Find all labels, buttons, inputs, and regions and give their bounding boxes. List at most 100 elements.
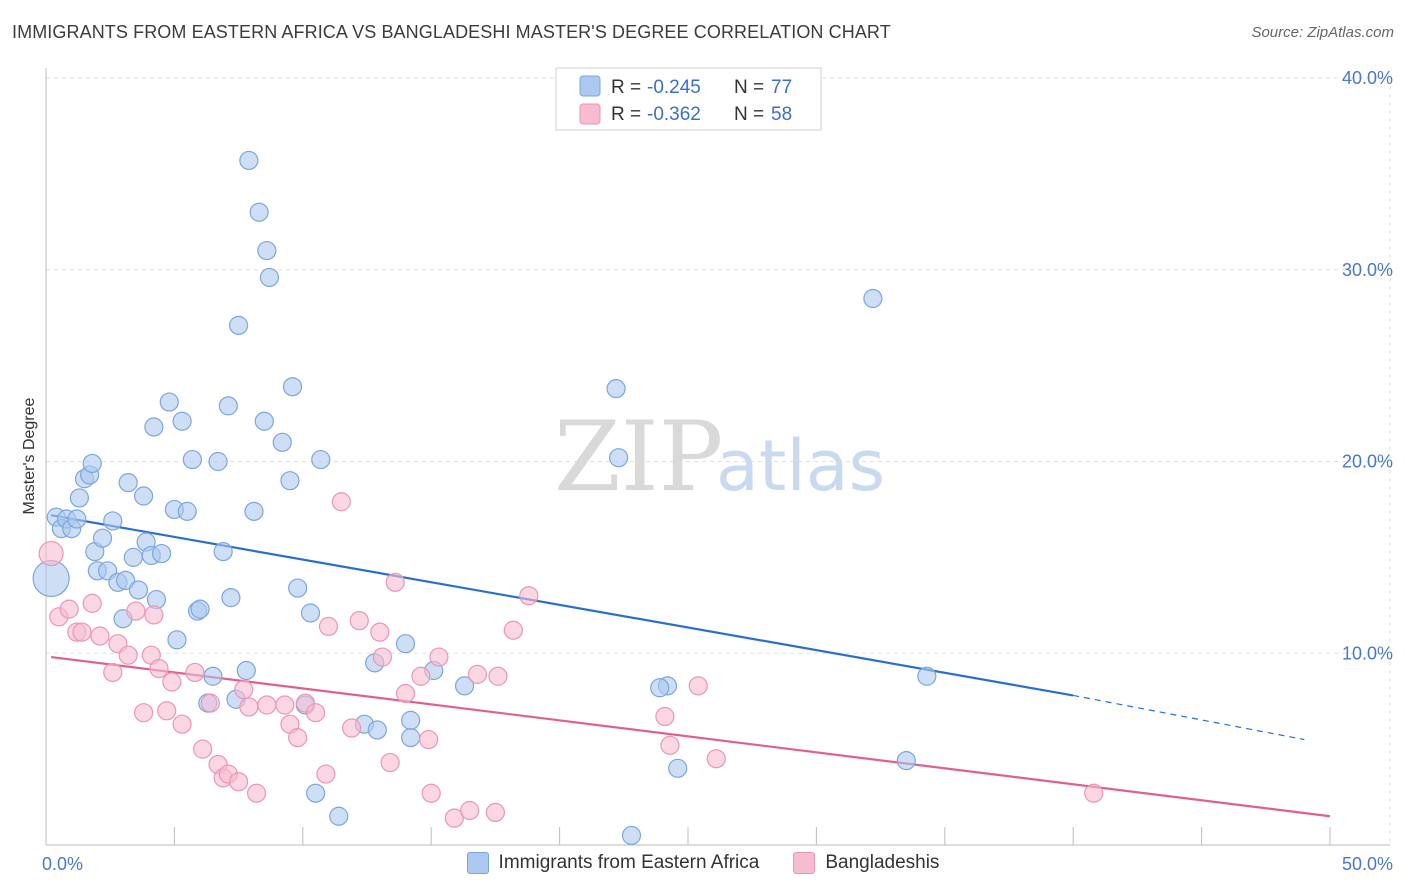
bangladeshis-point <box>149 658 169 679</box>
eastern-africa-point <box>116 570 136 590</box>
bangladeshis-point <box>103 662 123 683</box>
bangladeshis-point <box>239 697 259 717</box>
eastern-africa-point <box>863 288 883 309</box>
eastern-africa-point <box>280 471 300 491</box>
y-tick-label: 20.0% <box>1342 452 1393 472</box>
eastern-africa-point <box>159 392 179 412</box>
bangladeshis-point <box>257 695 277 715</box>
y-tick-label: 10.0% <box>1342 643 1393 663</box>
legend-item-eastern-africa: Immigrants from Eastern Africa <box>466 852 760 874</box>
eastern-africa-point <box>190 599 210 619</box>
bangladeshis-point <box>488 666 508 686</box>
eastern-africa-point <box>123 547 143 567</box>
bangladeshis-point <box>519 586 539 606</box>
axes <box>45 68 1390 846</box>
chart-source: Source: ZipAtlas.com <box>1251 24 1394 41</box>
legend-n-label: N = <box>734 104 764 125</box>
legend-swatch-bangladeshis <box>793 852 816 874</box>
bangladeshis-point <box>485 802 505 823</box>
bangladeshis-point <box>419 729 439 750</box>
bangladeshis-point <box>234 680 254 700</box>
eastern-africa-point <box>606 379 626 399</box>
eastern-africa-point <box>229 315 249 335</box>
legend-n-label: N = <box>734 77 764 98</box>
bangladeshis-point <box>706 749 726 769</box>
eastern-africa-point <box>401 728 421 748</box>
legend-r-label: R = <box>611 77 641 98</box>
legend-r-value: -0.362 <box>647 104 701 125</box>
x-tick-label-min: 0.0% <box>42 854 83 874</box>
eastern-africa-point <box>208 451 228 472</box>
eastern-africa-point <box>306 783 326 803</box>
eastern-africa-point <box>203 666 223 686</box>
bangladeshis-point <box>126 601 146 621</box>
bangladeshis-point <box>655 706 675 727</box>
legend-swatch-blue <box>579 75 601 97</box>
top-legend: R = -0.245 N = 77 R = -0.362 N = 58 <box>555 67 822 131</box>
bangladeshis-point <box>275 695 295 715</box>
eastern-africa-point <box>401 710 421 730</box>
chart-title: IMMIGRANTS FROM EASTERN AFRICA VS BANGLA… <box>12 22 891 42</box>
trend-line-eastern-africa-extension <box>1073 694 1305 741</box>
legend-n-value: 77 <box>771 77 792 98</box>
eastern-africa-point <box>621 825 642 846</box>
bangladeshis-point <box>1084 783 1104 803</box>
y-axis-label: Master's Degree <box>21 397 38 514</box>
bangladeshis-point <box>395 683 416 704</box>
bangladeshis-point <box>341 718 362 738</box>
bangladeshis-point <box>385 572 405 592</box>
eastern-africa-point <box>395 634 416 654</box>
bangladeshis-point <box>331 492 351 512</box>
eastern-africa-point <box>69 488 89 508</box>
eastern-africa-point <box>272 432 292 452</box>
eastern-africa-point <box>367 720 387 740</box>
legend-item-bangladeshis: Bangladeshis <box>793 852 939 874</box>
bangladeshis-point <box>185 662 205 683</box>
series-bangladeshis-points <box>38 492 1104 828</box>
eastern-africa-point <box>172 411 192 431</box>
eastern-africa-point <box>82 453 102 474</box>
series-eastern-africa-points <box>32 150 937 846</box>
legend-label-bangladeshis: Bangladeshis <box>825 852 940 873</box>
eastern-africa-point <box>182 449 202 470</box>
bangladeshis-point <box>372 647 393 667</box>
eastern-africa-point <box>329 806 349 826</box>
eastern-africa-point <box>236 660 256 681</box>
bangladeshis-point <box>288 728 308 748</box>
bangladeshis-point <box>200 693 220 713</box>
bangladeshis-point <box>229 772 249 792</box>
bangladeshis-point <box>59 599 79 619</box>
bangladeshis-point <box>133 703 154 723</box>
eastern-africa-point <box>213 542 233 562</box>
eastern-africa-point <box>218 396 238 416</box>
bangladeshis-point <box>460 800 480 821</box>
eastern-africa-point <box>288 578 308 598</box>
eastern-africa-point <box>311 449 331 470</box>
tick-labels: 10.0% 20.0% 30.0% 40.0% 0.0% 50.0% <box>42 68 1393 874</box>
eastern-africa-point <box>133 486 154 506</box>
bangladeshis-point <box>82 593 102 613</box>
eastern-africa-point <box>67 509 87 529</box>
eastern-africa-point <box>650 678 670 698</box>
eastern-africa-point <box>167 630 187 650</box>
bangladeshis-point <box>660 735 680 755</box>
bangladeshis-point <box>429 647 449 667</box>
y-tick-label: 30.0% <box>1342 260 1393 280</box>
legend-label-eastern-africa: Immigrants from Eastern Africa <box>498 852 760 873</box>
eastern-africa-point <box>177 501 197 521</box>
bangladeshis-point <box>172 714 192 734</box>
bangladeshis-point <box>118 645 138 665</box>
bangladeshis-point <box>157 701 177 721</box>
eastern-africa-point <box>917 666 937 686</box>
eastern-africa-point <box>221 588 241 608</box>
eastern-africa-point <box>609 448 629 468</box>
bangladeshis-point <box>318 616 339 637</box>
eastern-africa-point <box>128 580 149 600</box>
bangladeshis-point <box>380 752 400 773</box>
eastern-africa-point <box>239 150 259 171</box>
bangladeshis-point <box>688 676 708 696</box>
legend-swatch-eastern-africa <box>466 852 489 874</box>
bangladeshis-point <box>444 808 464 828</box>
bangladeshis-point <box>421 783 441 803</box>
